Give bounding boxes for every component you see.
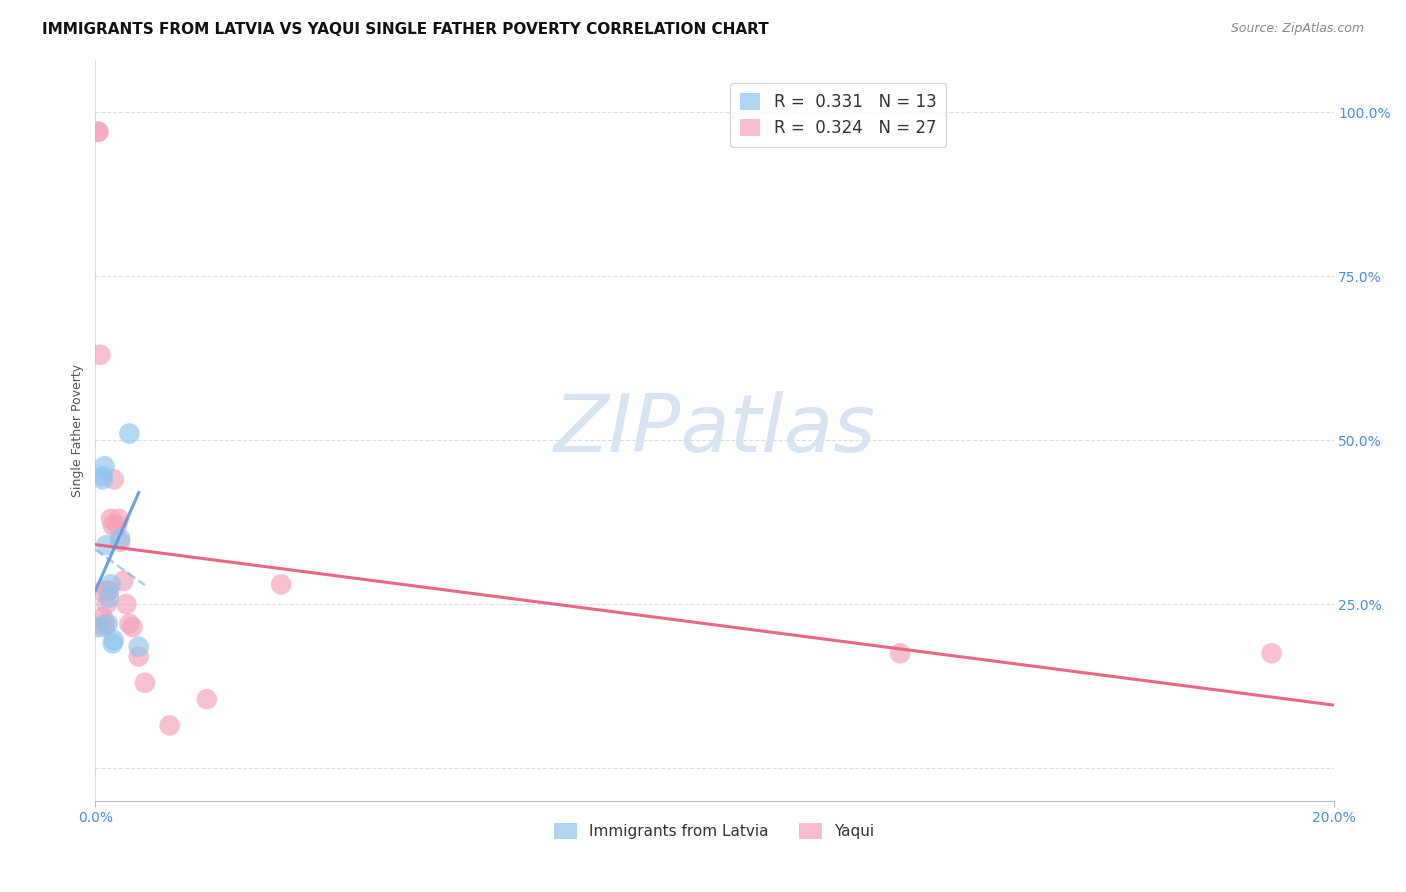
Point [101,518,124,533]
Point [195,692,218,706]
Text: ZIPatlas: ZIPatlas [554,392,876,469]
Point [96,538,118,552]
Point [101,636,124,650]
Point [115,597,138,611]
Point [97,584,120,599]
Point [121,620,143,634]
Point [105,518,128,533]
Point [98,584,121,599]
Point [87,125,110,139]
Point [134,675,156,690]
Point [93,620,115,634]
Point [128,649,150,664]
Point [159,718,181,732]
Point [87,620,110,634]
Point [91,472,114,486]
Point [96,597,118,611]
Point [91,469,114,483]
Text: Source: ZipAtlas.com: Source: ZipAtlas.com [1230,22,1364,36]
Legend: Immigrants from Latvia, Yaqui: Immigrants from Latvia, Yaqui [548,817,880,845]
Y-axis label: Single Father Poverty: Single Father Poverty [72,364,84,497]
Point [270,577,292,591]
Point [889,646,911,660]
Point [103,633,125,648]
Point [103,472,125,486]
Point [97,616,120,631]
Point [128,640,150,654]
Point [112,574,135,588]
Point [108,512,131,526]
Point [108,532,131,546]
Point [94,616,117,631]
Point [100,577,122,591]
Point [1260,646,1282,660]
Point [87,125,110,139]
Point [118,426,141,441]
Point [89,348,111,362]
Point [91,610,114,624]
Point [100,512,122,526]
Text: IMMIGRANTS FROM LATVIA VS YAQUI SINGLE FATHER POVERTY CORRELATION CHART: IMMIGRANTS FROM LATVIA VS YAQUI SINGLE F… [42,22,769,37]
Point [90,584,112,599]
Point [108,534,131,549]
Point [98,591,121,605]
Point [93,459,115,474]
Point [118,616,141,631]
